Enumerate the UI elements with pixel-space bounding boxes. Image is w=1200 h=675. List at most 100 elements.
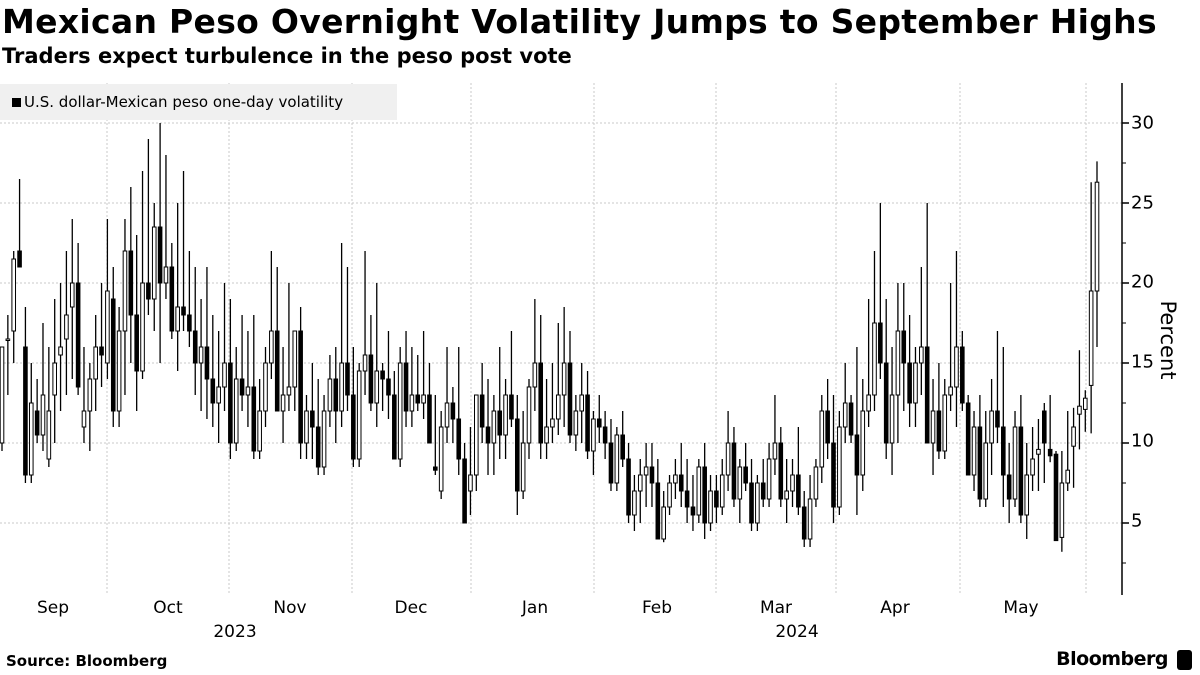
candle <box>327 355 333 427</box>
candle <box>948 283 953 411</box>
candle-body-down <box>1001 426 1006 476</box>
candle <box>1053 451 1059 542</box>
candle-body-down <box>427 394 432 444</box>
candle-body-up <box>866 394 871 412</box>
candle <box>128 187 134 363</box>
candle <box>345 267 350 411</box>
candle-body-down <box>509 394 514 420</box>
candle-body-up <box>0 346 5 444</box>
candle-body-down <box>778 442 784 500</box>
candle-body-up <box>421 394 426 404</box>
x-tick-label: May <box>1003 598 1039 618</box>
candle-body-down <box>567 362 573 436</box>
candle <box>930 379 936 475</box>
chart-subtitle: Traders expect turbulence in the peso po… <box>2 44 572 68</box>
candle-body-up <box>93 346 98 380</box>
candle <box>81 347 87 443</box>
candle-body-up <box>263 362 268 412</box>
candle <box>1041 403 1047 483</box>
candle <box>233 347 239 451</box>
y-axis-title: Percent <box>1156 300 1180 380</box>
candle-body-down <box>345 362 350 396</box>
candle-body-up <box>1071 426 1076 447</box>
candle <box>69 219 75 379</box>
candle <box>444 347 450 443</box>
candle <box>778 427 784 507</box>
candle <box>831 395 836 523</box>
candle <box>561 307 567 427</box>
candle-body-up <box>374 370 380 404</box>
candle <box>684 459 690 523</box>
candle <box>263 347 268 427</box>
y-tick-label: 20 <box>1131 271 1154 293</box>
candle <box>731 427 737 507</box>
candle <box>503 379 508 459</box>
candle <box>965 395 971 476</box>
candle <box>75 243 81 395</box>
candle <box>5 315 11 395</box>
candle <box>151 203 157 331</box>
candle <box>462 443 467 524</box>
candle <box>274 267 280 412</box>
candle <box>23 307 28 483</box>
candle-body-up <box>708 490 713 524</box>
candle <box>1006 443 1012 523</box>
candle-body-down <box>210 378 216 404</box>
candle-body-down <box>626 458 631 516</box>
candle <box>714 475 719 523</box>
candle-body-up <box>233 378 239 444</box>
candle-body-down <box>743 466 748 484</box>
candle-body-down <box>655 482 661 540</box>
candle-body-up <box>913 362 918 404</box>
candle-body-up <box>772 442 778 460</box>
candle <box>550 363 555 443</box>
candle <box>936 363 942 459</box>
candle <box>140 171 145 379</box>
candle-body-down <box>187 314 192 332</box>
x-tick-label: Oct <box>153 598 183 618</box>
candle <box>889 347 895 475</box>
candle-body-down <box>1006 474 1012 500</box>
candle <box>456 347 462 475</box>
candle-body-down <box>497 410 503 436</box>
candle <box>743 443 748 491</box>
candle-body-up <box>503 394 508 436</box>
candle-body-down <box>585 394 590 452</box>
candle-body-down <box>995 410 1000 428</box>
candle-body-up <box>790 474 795 492</box>
candle-body-up <box>321 410 327 468</box>
candle <box>719 459 725 515</box>
candle-body-up <box>948 386 953 396</box>
candle <box>64 251 69 395</box>
candle <box>134 235 139 411</box>
candle <box>591 411 596 475</box>
candle-body-up <box>409 394 415 412</box>
candle-body-up <box>444 402 450 428</box>
candle-body-up <box>555 394 561 420</box>
candle <box>157 123 163 363</box>
candle-body-down <box>1053 453 1059 542</box>
candle-body-down <box>157 226 163 284</box>
candle-body-up <box>1088 290 1094 386</box>
candle-body-up <box>58 346 63 356</box>
candle-body-up <box>813 466 819 500</box>
candle-body-down <box>514 418 520 492</box>
candle <box>649 443 655 507</box>
candle <box>1077 350 1082 450</box>
y-tick-label: 15 <box>1131 351 1154 373</box>
candle-body-up <box>643 466 649 476</box>
candle <box>544 379 549 459</box>
candle-body-up <box>919 346 924 364</box>
candle <box>702 443 707 539</box>
candle <box>573 395 579 451</box>
candle-body-down <box>34 410 40 436</box>
candle <box>315 379 321 475</box>
candle-body-down <box>714 490 719 508</box>
candle-body-down <box>310 410 315 428</box>
candle-body-up <box>667 482 672 508</box>
candle-body-up <box>198 346 204 364</box>
candle <box>491 395 497 475</box>
candle <box>228 299 233 459</box>
candle-body-up <box>69 282 75 308</box>
candle <box>983 411 989 507</box>
